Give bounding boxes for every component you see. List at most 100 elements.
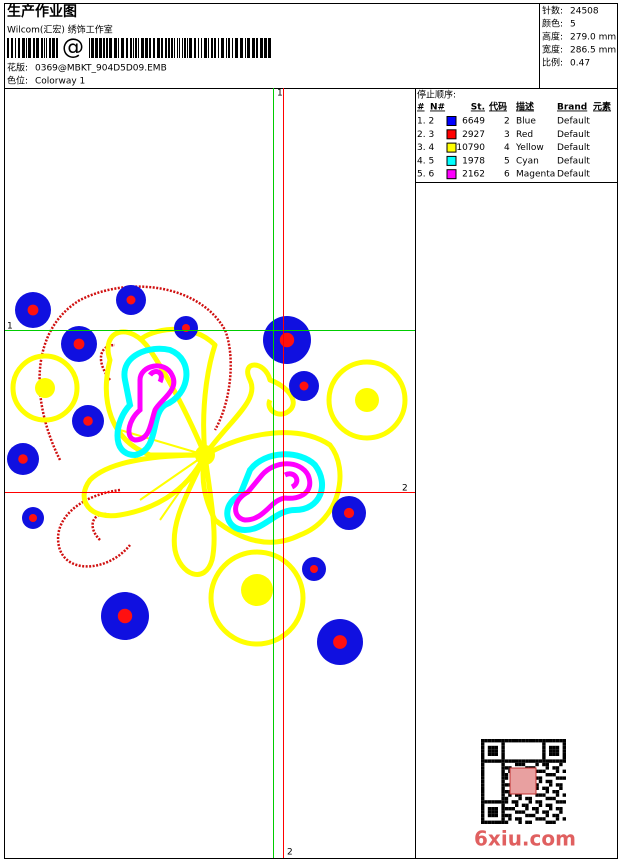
barcode-bar bbox=[240, 38, 243, 58]
code: 5 bbox=[504, 156, 510, 166]
qr-module bbox=[555, 776, 560, 780]
barcode-bar bbox=[121, 38, 124, 58]
qr-module bbox=[504, 773, 509, 777]
qr-module bbox=[535, 817, 539, 821]
qr-module bbox=[525, 820, 529, 824]
qr-module bbox=[501, 742, 505, 746]
qr-module bbox=[491, 820, 495, 824]
qr-module bbox=[549, 749, 553, 753]
barcode-bar bbox=[28, 38, 31, 58]
qr-module bbox=[501, 756, 505, 760]
info-value: 0.47 bbox=[570, 59, 590, 69]
qr-module bbox=[525, 813, 529, 818]
qr-module bbox=[494, 749, 498, 753]
qr-module bbox=[518, 820, 522, 824]
qr-module bbox=[494, 739, 498, 743]
qr-module bbox=[525, 759, 529, 763]
qr-module bbox=[518, 810, 522, 814]
qr-module bbox=[535, 810, 539, 814]
qr-module bbox=[542, 745, 546, 750]
qr-module bbox=[542, 762, 546, 767]
qr-module bbox=[535, 793, 539, 797]
barcode-bar bbox=[179, 38, 180, 58]
qr-module bbox=[555, 817, 560, 821]
qr-module bbox=[504, 800, 509, 804]
row-index: 4. 5 bbox=[417, 156, 434, 166]
yellow-dot bbox=[241, 574, 273, 606]
red-center bbox=[73, 338, 85, 350]
qr-module bbox=[555, 790, 560, 794]
code: 2 bbox=[504, 117, 510, 127]
description: Blue bbox=[516, 117, 536, 127]
qr-module bbox=[501, 752, 505, 756]
red-center bbox=[279, 332, 295, 348]
qr-module bbox=[515, 810, 519, 814]
barcode-bar bbox=[235, 38, 238, 58]
qr-module bbox=[501, 786, 505, 790]
qr-module bbox=[545, 796, 549, 801]
color-swatch bbox=[446, 169, 457, 180]
qr-module bbox=[515, 803, 519, 807]
qr-module bbox=[481, 813, 485, 818]
barcode-bar bbox=[204, 38, 207, 58]
qr-module bbox=[528, 739, 532, 743]
stop-sequence-table: # N# St. 代码 描述 Brand 元素 1. 2 6649 2 Blue Default 2. … bbox=[417, 101, 611, 180]
barcode-bar bbox=[46, 38, 47, 58]
qr-module bbox=[542, 793, 546, 797]
barcode-bar bbox=[208, 38, 209, 58]
qr-module bbox=[481, 820, 485, 824]
barcode-bar bbox=[268, 38, 271, 58]
barcode-bar bbox=[33, 38, 35, 58]
qr-module bbox=[555, 745, 560, 750]
column-header: # bbox=[417, 103, 425, 113]
barcode bbox=[7, 38, 271, 58]
info-label: 比例: bbox=[542, 57, 563, 69]
qr-module bbox=[542, 759, 546, 763]
qr-module bbox=[481, 817, 485, 821]
guide-label: 1 bbox=[277, 89, 283, 99]
qr-module bbox=[498, 800, 502, 804]
qr-module bbox=[501, 745, 505, 750]
qr-module bbox=[549, 779, 553, 784]
magenta-loop bbox=[147, 369, 164, 384]
magenta-loop bbox=[233, 461, 313, 523]
qr-module bbox=[549, 752, 553, 756]
qr-module bbox=[528, 820, 532, 824]
qr-module bbox=[515, 762, 519, 767]
qr-module bbox=[494, 745, 498, 750]
qr-module bbox=[562, 817, 566, 821]
qr-module bbox=[498, 759, 502, 763]
qr-module bbox=[555, 769, 560, 773]
barcode-bar bbox=[264, 38, 267, 58]
qr-module bbox=[511, 800, 515, 804]
qr-module bbox=[562, 742, 566, 746]
qr-module bbox=[535, 786, 539, 790]
qr-module bbox=[549, 820, 553, 824]
qr-module bbox=[559, 783, 563, 787]
qr-module bbox=[549, 745, 553, 750]
qr-module bbox=[552, 745, 556, 750]
qr-module bbox=[532, 813, 536, 818]
qr-code bbox=[481, 739, 566, 824]
color-swatch bbox=[446, 129, 457, 140]
qr-module bbox=[549, 773, 553, 777]
qr-module bbox=[559, 759, 563, 763]
barcode-bar bbox=[153, 38, 155, 58]
qr-module bbox=[508, 739, 512, 743]
qr-module bbox=[487, 759, 492, 763]
qr-module bbox=[481, 745, 485, 750]
qr-module bbox=[494, 813, 498, 818]
yellow-ring bbox=[208, 549, 306, 647]
qr-module bbox=[552, 813, 556, 818]
barcode-bar bbox=[95, 38, 98, 58]
barcode-bar bbox=[91, 38, 94, 58]
magenta-loop bbox=[126, 363, 177, 443]
qr-module bbox=[491, 752, 495, 756]
barcode-bar bbox=[89, 38, 90, 58]
qr-module bbox=[515, 739, 519, 743]
barcode-bar bbox=[247, 38, 250, 58]
qr-module bbox=[545, 766, 549, 770]
qr-module bbox=[525, 807, 529, 811]
code: 3 bbox=[504, 130, 510, 140]
qr-module bbox=[511, 807, 515, 811]
